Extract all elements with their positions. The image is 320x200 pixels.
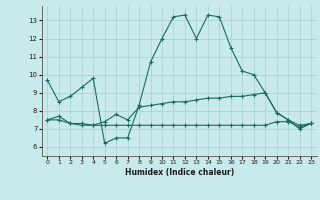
X-axis label: Humidex (Indice chaleur): Humidex (Indice chaleur) <box>124 168 234 177</box>
